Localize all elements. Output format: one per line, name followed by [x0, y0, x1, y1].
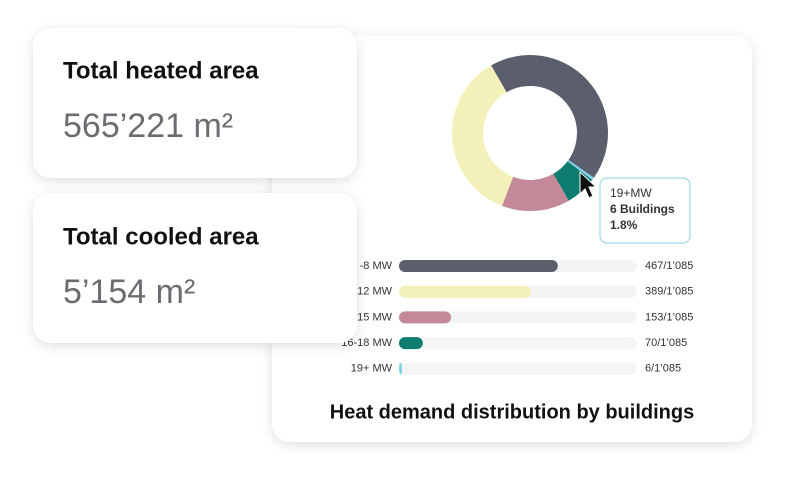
bar: [399, 337, 423, 350]
bar: [399, 311, 452, 324]
donut-segment: [502, 173, 569, 211]
donut-segment: [553, 161, 593, 201]
bar-label: 12 MW: [357, 286, 392, 298]
bar-track: [399, 311, 637, 324]
card-value: 565’221 m²: [63, 107, 233, 145]
card: [33, 28, 357, 178]
bar-label: 19+ MW: [351, 363, 393, 375]
bar-label: 15 MW: [357, 311, 392, 323]
chart-title: Heat demand distribution by buildings: [330, 401, 694, 423]
chart: -8 MW 467/1’085 12 MW 389/1’085 15 MW 153/1’0…: [341, 55, 693, 375]
value-label: 70/1’085: [645, 337, 687, 349]
bar-label: -8 MW: [360, 260, 393, 272]
value-label: 389/1’085: [645, 286, 693, 298]
bar-label: 16-18 MW: [341, 337, 392, 349]
tooltip: [599, 177, 691, 244]
tooltip-count: 6 Buildings: [610, 202, 675, 216]
card-title: Total cooled area: [63, 223, 259, 250]
donut-segment: [567, 159, 594, 180]
bar: [399, 260, 558, 272]
card-title: Total heated area: [63, 57, 259, 84]
value-label: 6/1’085: [645, 363, 681, 375]
bar-track: [399, 362, 637, 375]
bar: [399, 285, 532, 298]
card: [33, 193, 357, 343]
donut-segment: [491, 55, 608, 178]
bar-track: [399, 337, 637, 350]
cursor: [579, 170, 598, 199]
donut-segment: [452, 65, 514, 206]
bar: [399, 362, 402, 375]
tooltip-share: 1.8%: [610, 218, 638, 232]
card-value: 5’154 m²: [63, 273, 195, 311]
value-label: 467/1’085: [645, 260, 693, 272]
tooltip-title: 19+MW: [610, 186, 652, 200]
value-label: 153/1’085: [645, 311, 693, 323]
